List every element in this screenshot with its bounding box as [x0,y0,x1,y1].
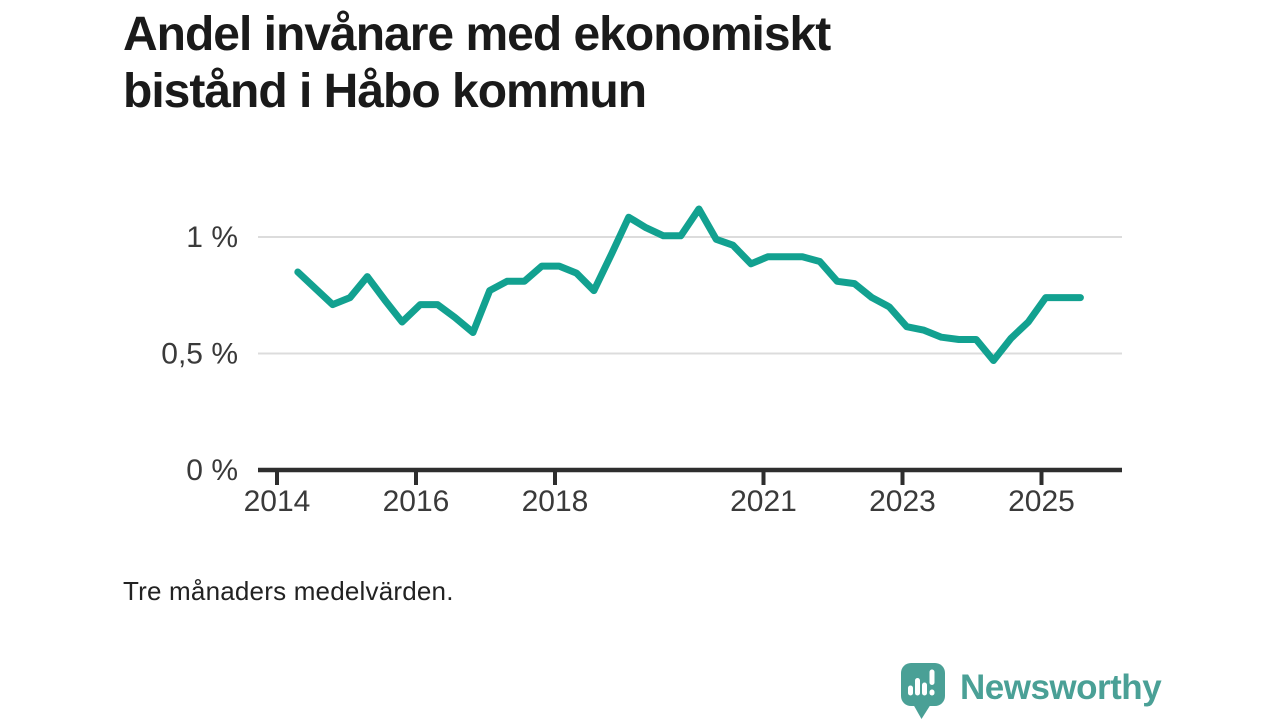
newsworthy-logo-icon [901,663,945,719]
x-axis-tick-label: 2016 [383,485,450,518]
x-axis-tick-label: 2018 [522,485,589,518]
speech-bubble-tail [913,704,931,719]
x-axis-tick-label: 2021 [730,485,797,518]
bar-chart-bar-medium-icon [922,682,927,696]
chart-footnote: Tre månaders medelvärden. [123,576,454,606]
chart-title-line-1: Andel invånare med ekonomiskt [123,8,831,61]
y-axis-tick-label: 1 % [186,221,238,254]
branding-wordmark: Newsworthy [960,668,1162,707]
bar-chart-bar-tall-icon [915,678,920,696]
y-axis-tick-label: 0 % [186,454,238,487]
chart-title-line-2: bistånd i Håbo kommun [123,65,647,118]
exclamation-dot-icon [929,689,935,696]
exclamation-stem-icon [929,669,935,685]
y-axis-tick-label: 0,5 % [161,338,238,371]
chart-title: Andel invånare med ekonomiskt bistånd i … [123,6,831,120]
branding: Newsworthy [900,662,1162,720]
bar-chart-bar-small-icon [908,685,913,696]
x-axis-tick-label: 2023 [869,485,936,518]
x-axis-tick-label: 2014 [244,485,311,518]
x-axis-tick-label: 2025 [1008,485,1075,518]
data-line [294,205,1084,364]
